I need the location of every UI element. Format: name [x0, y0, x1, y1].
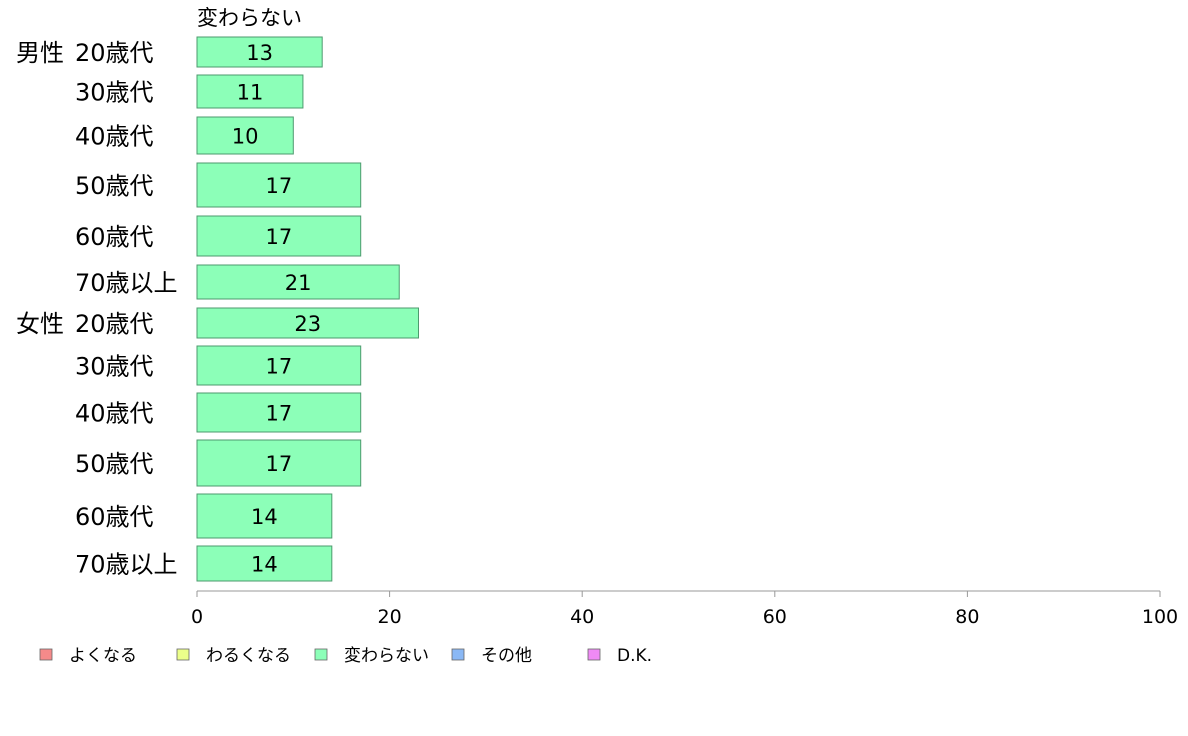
legend-swatch — [587, 648, 601, 661]
bar — [196, 36, 323, 68]
bar-value-label: 17 — [265, 355, 292, 379]
bar — [196, 215, 362, 257]
group-label: 男性 — [16, 39, 64, 67]
bar-value-label: 21 — [285, 271, 312, 295]
legend-label: わるくなる — [206, 646, 291, 666]
bar-value-label: 13 — [246, 41, 273, 65]
legend-label: 変わらない — [344, 646, 429, 666]
legend-label: その他 — [481, 646, 532, 666]
legend-swatch — [39, 648, 53, 661]
category-label: 60歳代 — [75, 223, 154, 251]
category-label: 60歳代 — [75, 503, 154, 531]
bar — [196, 493, 333, 539]
legend-label: よくなる — [69, 646, 137, 666]
bar-value-label: 17 — [265, 174, 292, 198]
legend-label: D.K. — [617, 646, 652, 666]
bar-value-label: 17 — [265, 452, 292, 476]
bar-value-label: 14 — [251, 553, 278, 577]
bar-value-label: 10 — [232, 125, 259, 149]
bar-value-label: 11 — [237, 81, 264, 105]
category-label: 50歳代 — [75, 450, 154, 478]
legend-swatch — [176, 648, 190, 661]
bar — [196, 307, 419, 339]
bar — [196, 545, 333, 582]
x-tick-label: 80 — [955, 606, 979, 628]
bar-value-label: 17 — [265, 225, 292, 249]
bar — [196, 264, 400, 300]
category-label: 50歳代 — [75, 172, 154, 200]
x-tick-label: 60 — [763, 606, 787, 628]
bar-value-label: 14 — [251, 505, 278, 529]
bar-value-label: 17 — [265, 402, 292, 426]
category-label: 30歳代 — [75, 79, 154, 107]
x-tick-label: 40 — [570, 606, 594, 628]
category-label: 20歳代 — [75, 310, 154, 338]
category-label: 70歳以上 — [75, 551, 178, 579]
bar — [196, 392, 362, 433]
bar — [196, 162, 362, 208]
category-label: 40歳代 — [75, 400, 154, 428]
bar — [196, 345, 362, 386]
x-tick-label: 0 — [191, 606, 203, 628]
category-label: 40歳代 — [75, 123, 154, 151]
legend-swatch — [451, 648, 465, 661]
legend: よくなる わるくなる 変わらない その他 D.K. — [39, 646, 652, 666]
bar — [196, 74, 304, 109]
bar — [196, 439, 362, 487]
legend-swatch — [314, 648, 328, 661]
x-tick-label: 100 — [1142, 606, 1178, 628]
category-label: 30歳代 — [75, 353, 154, 381]
bar — [196, 116, 294, 155]
category-label: 20歳代 — [75, 39, 154, 67]
group-label: 女性 — [16, 310, 64, 338]
category-label: 70歳以上 — [75, 269, 178, 297]
bar-value-label: 23 — [294, 312, 321, 336]
series-title: 変わらない — [197, 6, 302, 30]
x-tick-label: 20 — [378, 606, 402, 628]
x-axis: 0 20 40 60 80 100 — [191, 590, 1178, 628]
